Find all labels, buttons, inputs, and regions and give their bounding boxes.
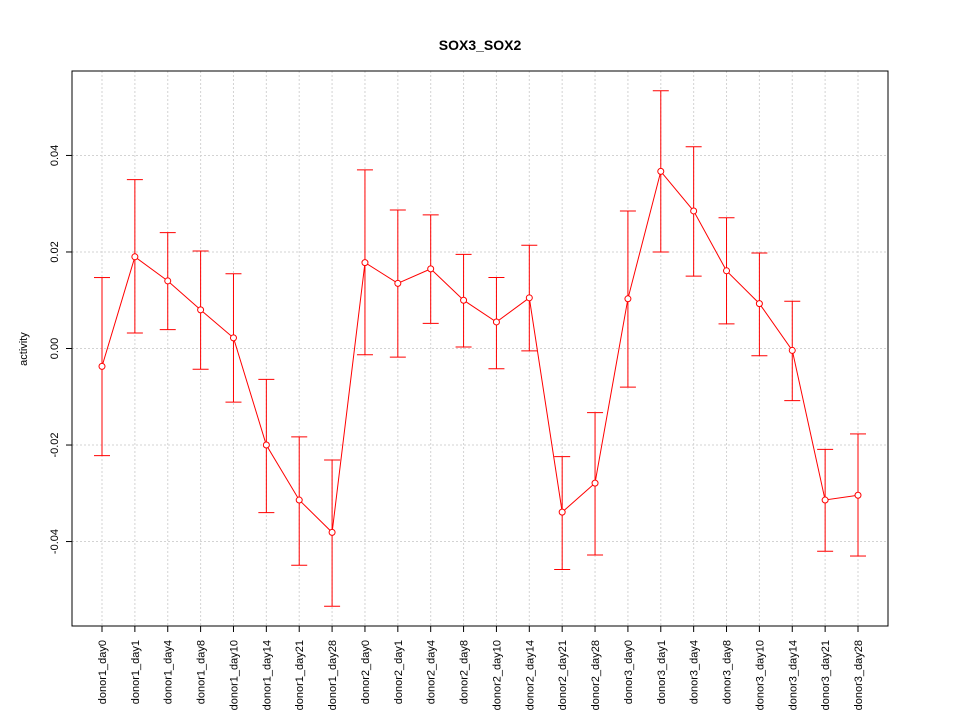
data-point xyxy=(262,441,270,449)
data-point xyxy=(197,306,205,314)
x-tick-label: donor3_day21 xyxy=(820,640,832,710)
y-tick-label: 0.02 xyxy=(49,241,61,262)
x-tick-label: donor3_day4 xyxy=(689,640,701,704)
data-point xyxy=(624,295,632,303)
data-point xyxy=(723,267,731,275)
data-point xyxy=(755,300,763,308)
grid-lines xyxy=(72,71,888,626)
data-point xyxy=(361,259,369,267)
x-tick-label: donor2_day10 xyxy=(491,640,503,710)
x-tick-label: donor2_day1 xyxy=(393,640,405,704)
data-point xyxy=(788,346,796,354)
data-point xyxy=(821,496,829,504)
data-point xyxy=(295,496,303,504)
x-tick-label: donor2_day21 xyxy=(557,640,569,710)
data-point xyxy=(328,528,336,536)
x-tick-label: donor1_day14 xyxy=(261,640,273,710)
chart-title: SOX3_SOX2 xyxy=(439,37,522,53)
x-tick-label: donor2_day8 xyxy=(459,640,471,704)
x-tick-label: donor3_day14 xyxy=(787,640,799,710)
x-tick-label: donor3_day0 xyxy=(623,640,635,704)
data-point xyxy=(854,491,862,499)
data-point xyxy=(164,277,172,285)
x-tick-label: donor1_day21 xyxy=(294,640,306,710)
x-axis: donor1_day0 donor1_day1 donor1_day4 donor1_… xyxy=(97,626,865,710)
x-tick-label: donor1_day4 xyxy=(163,640,175,704)
data-point xyxy=(657,167,665,175)
data-point xyxy=(229,334,237,342)
x-tick-label: donor1_day10 xyxy=(228,640,240,710)
y-tick-label: -0.02 xyxy=(49,432,61,457)
y-tick-label: 0.04 xyxy=(49,145,61,166)
x-tick-label: donor1_day28 xyxy=(327,640,339,710)
data-point xyxy=(558,508,566,516)
x-tick-label: donor3_day8 xyxy=(722,640,734,704)
data-points xyxy=(98,167,862,536)
x-tick-label: donor2_day14 xyxy=(524,640,536,710)
data-point xyxy=(131,253,139,261)
data-point xyxy=(394,279,402,287)
x-tick-label: donor2_day4 xyxy=(426,640,438,704)
y-tick-label: 0.00 xyxy=(49,338,61,359)
data-point xyxy=(525,294,533,302)
x-tick-label: donor3_day10 xyxy=(754,640,766,710)
x-tick-label: donor3_day1 xyxy=(656,640,668,704)
data-point xyxy=(98,362,106,370)
x-tick-label: donor2_day0 xyxy=(360,640,372,704)
x-tick-label: donor1_day1 xyxy=(130,640,142,704)
data-point xyxy=(427,265,435,273)
data-point xyxy=(460,296,468,304)
x-tick-label: donor1_day0 xyxy=(97,640,109,704)
data-point xyxy=(492,318,500,326)
y-axis-label: activity xyxy=(18,332,30,366)
y-axis: -0.04 -0.02 0.00 0.02 0.04 xyxy=(49,145,72,554)
x-tick-label: donor2_day28 xyxy=(590,640,602,710)
series-line xyxy=(101,170,859,534)
x-tick-label: donor3_day28 xyxy=(853,640,865,710)
data-point xyxy=(690,207,698,215)
y-tick-label: -0.04 xyxy=(49,529,61,554)
x-tick-label: donor1_day8 xyxy=(196,640,208,704)
data-point xyxy=(591,479,599,487)
